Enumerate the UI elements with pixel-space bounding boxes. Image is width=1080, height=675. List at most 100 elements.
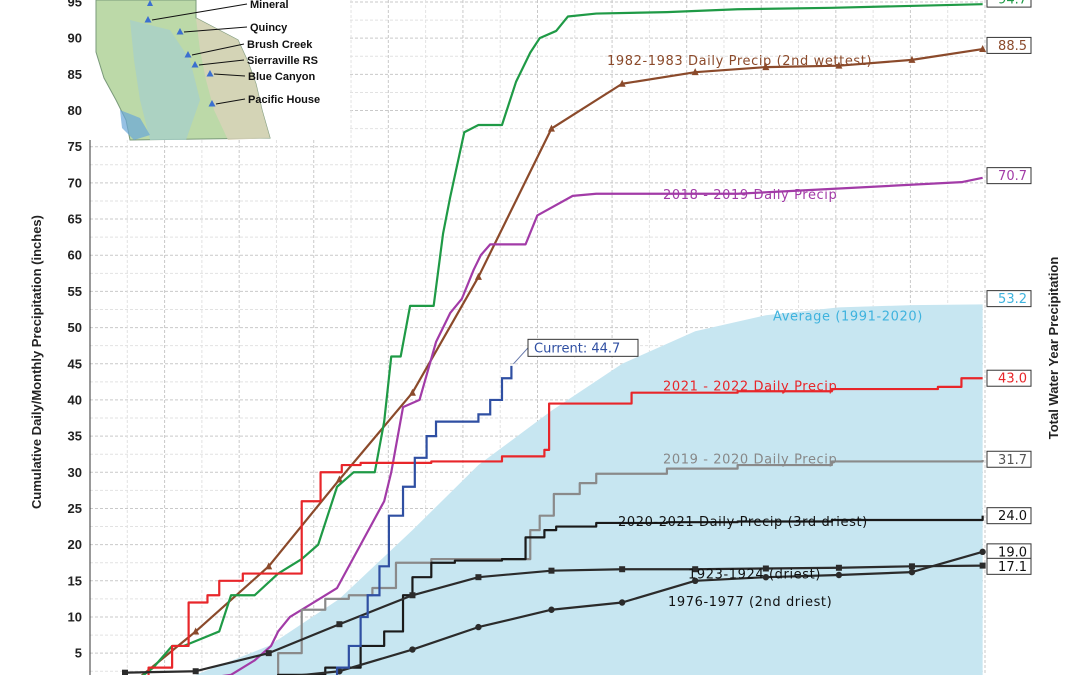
series-point xyxy=(548,606,555,613)
inset-map-mountains xyxy=(196,18,270,140)
series-point xyxy=(548,567,555,574)
series-point xyxy=(475,574,482,581)
end-value-box xyxy=(986,290,1032,308)
series-7 xyxy=(291,548,986,675)
y-tick-label: 25 xyxy=(68,501,82,516)
y-tick-label: 15 xyxy=(68,573,82,588)
station-marker xyxy=(206,70,214,77)
end-value-label: 19.0 xyxy=(998,545,1027,560)
end-value-label: 53.2 xyxy=(998,292,1027,307)
series-point xyxy=(908,563,915,570)
series-point xyxy=(618,79,626,87)
y-tick-label: 65 xyxy=(68,212,82,227)
end-value-boxes: 94.7 88.5 70.7 53.2 43.0 31.7 24.0 19.017.1 xyxy=(986,0,1032,575)
series-point xyxy=(979,548,986,556)
series-point xyxy=(908,568,916,576)
y-tick-label: 60 xyxy=(68,248,82,263)
y-tick-label: 80 xyxy=(68,103,82,118)
series-point xyxy=(265,650,272,657)
station-label: Brush Creek xyxy=(247,39,313,51)
series-label: 1923-1924 (driest) xyxy=(688,568,821,583)
y-axis-label-right: Total Water Year Precipitation xyxy=(1046,257,1061,440)
series-6 xyxy=(122,562,986,675)
end-value-box xyxy=(986,0,1032,8)
series-line xyxy=(221,176,983,675)
station-label: Quincy xyxy=(250,22,288,34)
y-tick-label: 20 xyxy=(68,537,82,552)
series-label: 1982-1983 Daily Precip (2nd wettest) xyxy=(607,54,872,69)
end-value-label: 88.5 xyxy=(998,39,1027,54)
series-layer xyxy=(122,3,987,675)
series-line xyxy=(147,377,983,675)
series-point xyxy=(547,124,555,132)
series-label: 2020-2021 Daily Precip (3rd driest) xyxy=(618,515,868,530)
series-line xyxy=(141,3,983,675)
end-value-label: 43.0 xyxy=(998,372,1027,387)
inset-map-stations: Mineral Quincy Brush Creek Sierraville RS Bl… xyxy=(144,0,320,107)
series-point xyxy=(265,562,273,570)
end-value-box xyxy=(986,557,1032,575)
y-axis-label: Cumulative Daily/Monthly Precipitation (… xyxy=(29,215,44,509)
series-2 xyxy=(221,176,983,675)
end-value-label: 24.0 xyxy=(998,509,1027,524)
series-point xyxy=(192,668,199,675)
series-point xyxy=(762,63,770,71)
station-label: Blue Canyon xyxy=(248,71,316,83)
series-point xyxy=(691,68,699,76)
end-value-box xyxy=(986,36,1032,54)
end-value-box xyxy=(986,369,1032,387)
y-tick-label: 5 xyxy=(75,646,82,661)
series-label: Average (1991-2020) xyxy=(773,309,923,324)
series-point xyxy=(835,564,842,571)
station-marker xyxy=(208,100,216,107)
y-axis-ticks: 5 10 15 20 25 30 35 40 45 50 55 60 65 70 75 80 85 90 95 xyxy=(68,0,82,661)
series-label: 1976-1977 (2nd driest) xyxy=(668,595,832,610)
y-tick-label: 10 xyxy=(68,609,82,624)
series-3 xyxy=(147,377,983,675)
series-point xyxy=(474,272,482,280)
end-value-box xyxy=(986,450,1032,468)
station-marker xyxy=(176,28,184,35)
series-point xyxy=(335,475,343,483)
current-callout-leader xyxy=(513,347,529,365)
current-line xyxy=(335,365,513,675)
y-tick-label: 40 xyxy=(68,392,82,407)
series-point xyxy=(835,571,843,579)
station-leader xyxy=(198,59,245,66)
series-point xyxy=(475,623,482,631)
series-4 xyxy=(277,459,984,675)
series-point xyxy=(409,592,416,599)
series-point xyxy=(408,388,416,396)
series-point xyxy=(762,565,769,572)
series-label: 2018 - 2019 Daily Precip xyxy=(663,188,837,203)
y-tick-label: 55 xyxy=(68,284,82,299)
y-tick-label: 75 xyxy=(68,139,82,154)
station-marker xyxy=(144,16,152,23)
station-label: Mineral xyxy=(250,0,289,11)
series-point xyxy=(618,599,626,606)
average-area xyxy=(125,304,983,675)
series-point xyxy=(692,566,699,573)
y-tick-label: 50 xyxy=(68,320,82,335)
series-point xyxy=(979,45,987,53)
station-leader xyxy=(151,3,248,21)
station-marker xyxy=(147,0,153,6)
station-leader xyxy=(215,98,246,105)
series-line xyxy=(277,459,984,675)
series-point xyxy=(336,621,343,628)
inset-map-valley xyxy=(130,20,200,140)
series-label: 2019 - 2020 Daily Precip xyxy=(663,453,837,468)
y-tick-label: 35 xyxy=(68,429,82,444)
end-value-label: 70.7 xyxy=(998,169,1027,184)
station-marker xyxy=(184,51,192,58)
station-leader xyxy=(183,26,248,33)
series-labels: 1982-1983 Daily Precip (2nd wettest) 2018… xyxy=(513,54,923,610)
inset-map: Mineral Quincy Brush Creek Sierraville RS Bl… xyxy=(88,0,350,141)
series-point xyxy=(908,55,916,63)
series-label: 2021 - 2022 Daily Precip xyxy=(663,380,837,395)
station-leader xyxy=(191,43,245,56)
station-marker xyxy=(191,61,199,68)
end-value-box xyxy=(986,167,1032,185)
y-tick-label: 95 xyxy=(68,0,82,10)
series-point xyxy=(762,573,770,581)
